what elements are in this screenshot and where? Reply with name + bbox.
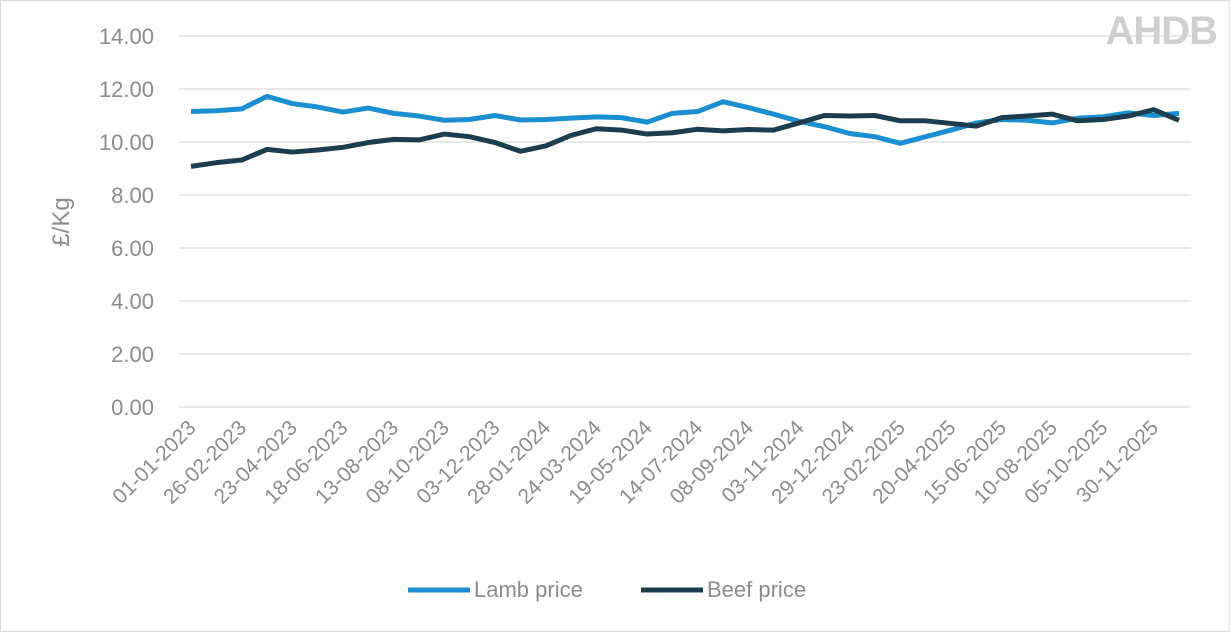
series-line-beef-price: [190, 107, 1180, 169]
y-tick-label: 2.00: [111, 342, 154, 367]
y-tick-label: 0.00: [111, 395, 154, 420]
y-tick-label: 12.00: [99, 77, 154, 102]
legend-label: Beef price: [707, 577, 806, 602]
legend-label: Lamb price: [474, 577, 583, 602]
ahdb-logo: AHDB: [1105, 9, 1218, 53]
y-axis-label: £/Kg: [48, 197, 75, 246]
y-tick-label: 14.00: [99, 24, 154, 49]
y-tick-label: 10.00: [99, 130, 154, 155]
y-tick-label: 6.00: [111, 236, 154, 261]
y-tick-label: 8.00: [111, 183, 154, 208]
series-line-lamb-price: [190, 93, 1180, 146]
y-tick-label: 4.00: [111, 289, 154, 314]
